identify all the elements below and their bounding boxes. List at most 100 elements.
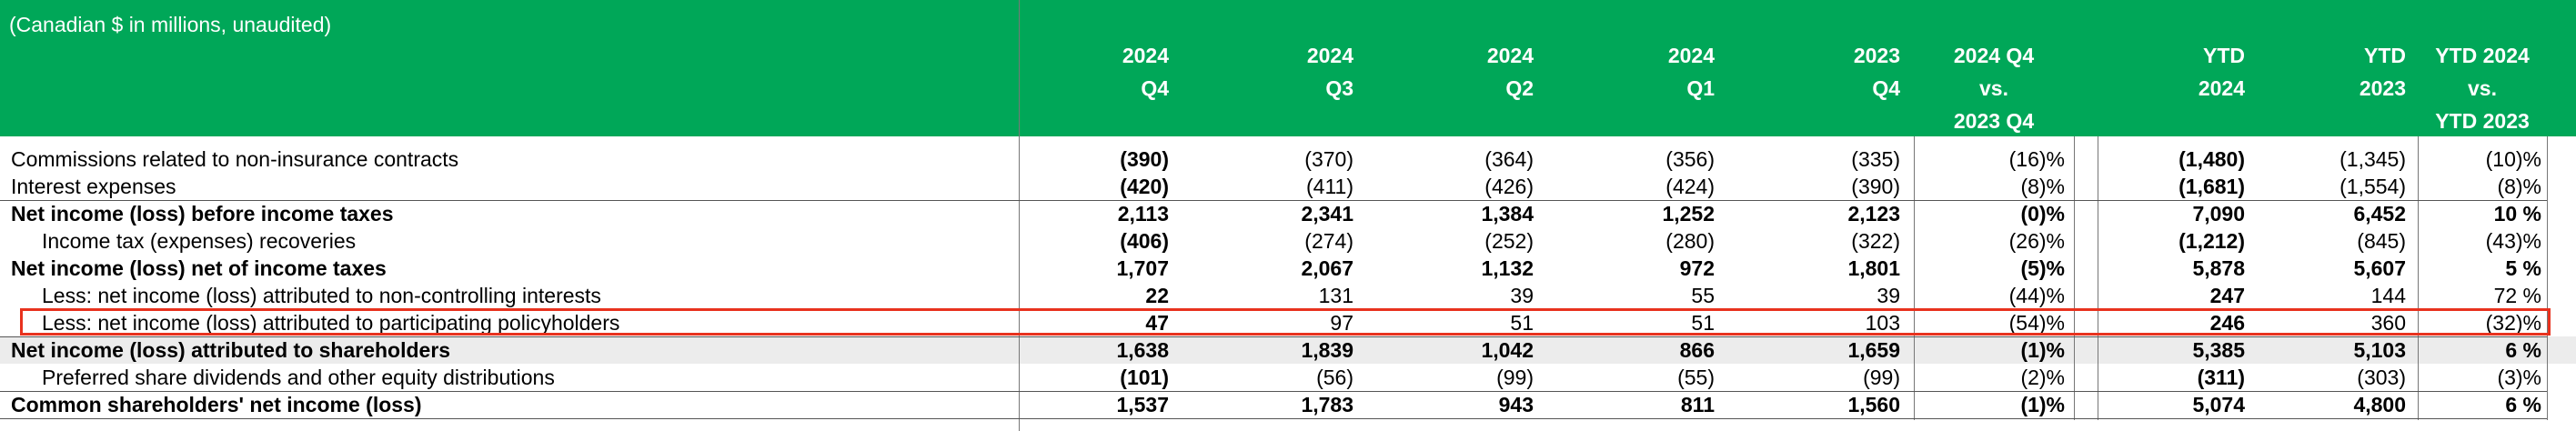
cell-value: (3)% xyxy=(2497,366,2541,389)
cell-value: (1,480) xyxy=(2179,147,2245,171)
cell-value: (845) xyxy=(2357,229,2406,253)
cell-value: 39 xyxy=(1510,284,1534,307)
cell-value: (364) xyxy=(1484,147,1534,171)
cell-value: 866 xyxy=(1679,338,1715,362)
cell-value: (16)% xyxy=(2008,147,2065,171)
row-label: Net income (loss) before income taxes xyxy=(11,202,394,226)
row-label: Less: net income (loss) attributed to pa… xyxy=(42,311,620,335)
cell-value: (1,554) xyxy=(2340,175,2406,198)
cell-value: (424) xyxy=(1665,175,1715,198)
column-header: 2023 xyxy=(1853,44,1900,67)
column-header: YTD 2023 xyxy=(2435,109,2530,133)
cell-value: 39 xyxy=(1877,284,1900,307)
cell-value: (274) xyxy=(1304,229,1353,253)
cell-value: 51 xyxy=(1691,311,1715,335)
cell-value: (10)% xyxy=(2485,147,2541,171)
cell-value: (252) xyxy=(1484,229,1534,253)
row-label: Interest expenses xyxy=(11,175,176,198)
cell-value: (1,345) xyxy=(2340,147,2406,171)
cell-value: 5,103 xyxy=(2353,338,2406,362)
column-header: YTD xyxy=(2203,44,2245,67)
column-header: 2024 xyxy=(1122,44,1169,67)
cell-value: (426) xyxy=(1484,175,1534,198)
column-rule xyxy=(2547,136,2548,420)
cell-value: (390) xyxy=(1851,175,1900,198)
cell-value: (311) xyxy=(2197,366,2245,389)
cell-value: 1,042 xyxy=(1481,338,1534,362)
row-label: Preferred share dividends and other equi… xyxy=(42,366,555,389)
cell-value: 10 % xyxy=(2493,202,2541,226)
column-header: 2024 xyxy=(1486,44,1534,67)
cell-value: 51 xyxy=(1510,311,1534,335)
cell-value: 47 xyxy=(1145,311,1169,335)
cell-value: 2,341 xyxy=(1301,202,1353,226)
cell-value: (370) xyxy=(1304,147,1353,171)
cell-value: (44)% xyxy=(2008,284,2065,307)
cell-value: 1,560 xyxy=(1847,393,1900,416)
row-label: Income tax (expenses) recoveries xyxy=(42,229,357,253)
cell-value: (280) xyxy=(1665,229,1715,253)
column-header: vs. xyxy=(2468,76,2497,100)
column-header: Q1 xyxy=(1686,76,1715,100)
row-shade xyxy=(0,336,2576,364)
cell-value: (32)% xyxy=(2485,311,2541,335)
cell-value: (8)% xyxy=(2020,175,2065,198)
cell-value: (1)% xyxy=(2020,338,2065,362)
cell-value: 103 xyxy=(1865,311,1900,335)
row-label: Net income (loss) net of income taxes xyxy=(11,256,387,280)
cell-value: 1,252 xyxy=(1662,202,1715,226)
column-rule xyxy=(1019,0,1020,431)
column-rule xyxy=(1914,136,1915,420)
row-label: Less: net income (loss) attributed to no… xyxy=(42,284,601,307)
cell-value: 6,452 xyxy=(2353,202,2406,226)
cell-value: (101) xyxy=(1120,366,1169,389)
column-rule xyxy=(2418,136,2419,420)
cell-value: 1,537 xyxy=(1116,393,1169,416)
cell-value: 5,607 xyxy=(2353,256,2406,280)
cell-value: 972 xyxy=(1679,256,1715,280)
cell-value: 6 % xyxy=(2505,338,2541,362)
cell-value: 943 xyxy=(1498,393,1534,416)
cell-value: (0)% xyxy=(2020,202,2065,226)
column-header: YTD xyxy=(2364,44,2406,67)
row-label: Net income (loss) attributed to sharehol… xyxy=(11,338,451,362)
cell-value: 4,800 xyxy=(2353,393,2406,416)
cell-value: (406) xyxy=(1120,229,1169,253)
row-label: Commissions related to non-insurance con… xyxy=(11,147,459,171)
cell-value: 6 % xyxy=(2505,393,2541,416)
cell-value: (2)% xyxy=(2020,366,2065,389)
cell-value: 1,638 xyxy=(1116,338,1169,362)
cell-value: 1,707 xyxy=(1116,256,1169,280)
column-header: Q4 xyxy=(1141,76,1169,100)
cell-value: 72 % xyxy=(2493,284,2541,307)
cell-value: (303) xyxy=(2357,366,2406,389)
cell-value: 1,132 xyxy=(1481,256,1534,280)
column-header: Q4 xyxy=(1872,76,1900,100)
row-rule xyxy=(0,418,2547,419)
column-header: 2024 xyxy=(1306,44,1353,67)
column-header: 2024 Q4 xyxy=(1953,44,2035,67)
cell-value: (335) xyxy=(1851,147,1900,171)
cell-value: 5,385 xyxy=(2192,338,2245,362)
cell-value: 144 xyxy=(2370,284,2406,307)
cell-value: 247 xyxy=(2209,284,2245,307)
cell-value: 1,659 xyxy=(1847,338,1900,362)
cell-value: (420) xyxy=(1120,175,1169,198)
highlight-box xyxy=(20,308,2551,336)
header-note: (Canadian $ in millions, unaudited) xyxy=(9,13,332,36)
cell-value: 5,878 xyxy=(2192,256,2245,280)
column-header: Q3 xyxy=(1325,76,1353,100)
cell-value: 1,783 xyxy=(1301,393,1353,416)
cell-value: 1,801 xyxy=(1847,256,1900,280)
cell-value: 2,123 xyxy=(1847,202,1900,226)
column-rule xyxy=(2074,136,2075,420)
cell-value: 1,384 xyxy=(1481,202,1534,226)
column-header: YTD 2024 xyxy=(2435,44,2530,67)
row-rule xyxy=(0,200,2547,201)
column-header: 2024 xyxy=(2198,76,2245,100)
cell-value: (1,681) xyxy=(2179,175,2245,198)
cell-value: 2,067 xyxy=(1301,256,1353,280)
column-header: 2023 Q4 xyxy=(1953,109,2035,133)
header-band xyxy=(0,0,2576,136)
